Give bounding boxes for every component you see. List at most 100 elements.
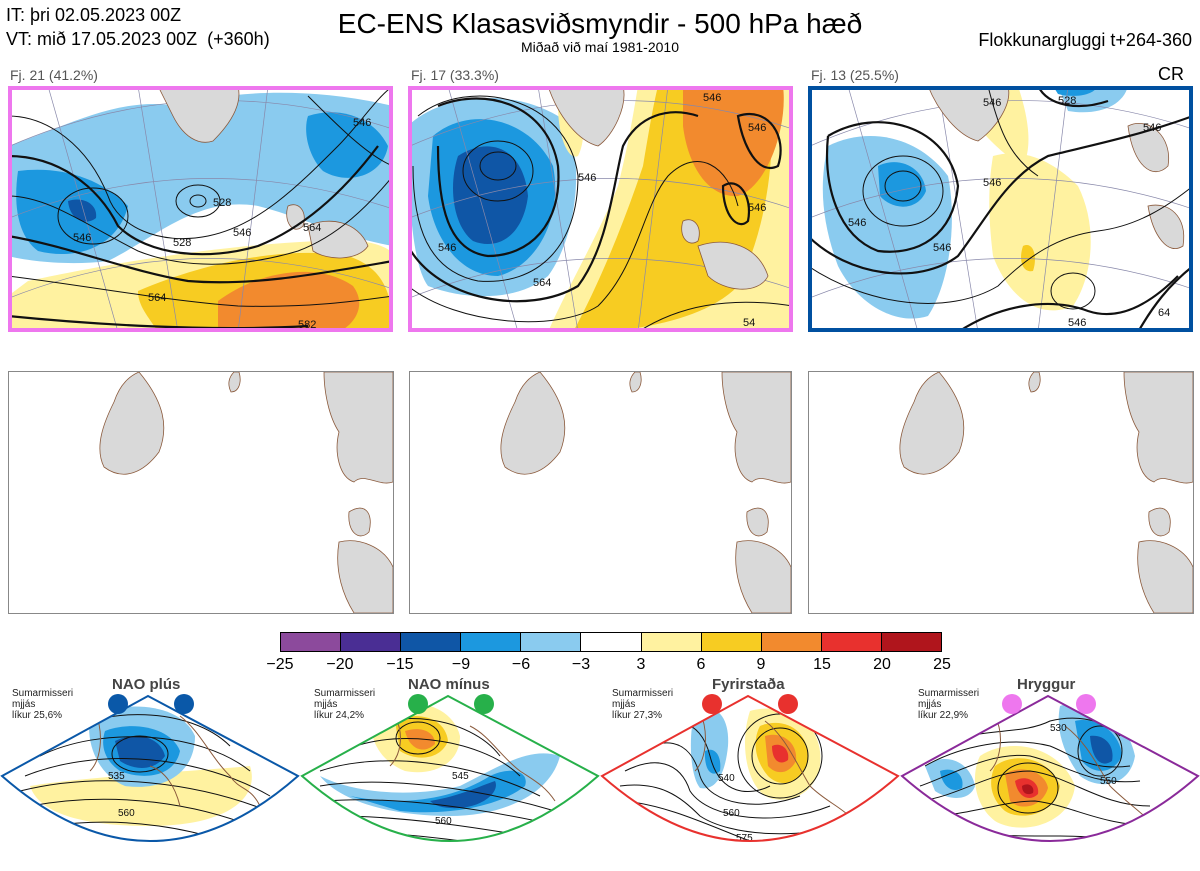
regime-probability: líkur 25,6% — [12, 710, 63, 721]
contour-label: 546 — [933, 242, 951, 254]
cluster-1-label: Fj. 21 (41.2%) — [10, 67, 98, 83]
height-contours — [8, 86, 393, 330]
empty-map-1 — [8, 371, 394, 614]
contour-label: 528 — [173, 237, 191, 249]
contour-label: 546 — [983, 97, 1001, 109]
colorbar-segment — [341, 633, 402, 651]
initial-time: IT: þri 02.05.2023 00Z — [6, 5, 182, 25]
valid-time-value: VT: mið 17.05.2023 00Z — [6, 29, 198, 49]
height-contours — [408, 95, 793, 332]
cluster-3-label: Fj. 13 (25.5%) — [811, 67, 899, 83]
regime-dot — [474, 694, 494, 714]
colorbar-tick: 9 — [756, 656, 766, 673]
regime-contour-label: 575 — [1090, 841, 1107, 852]
valid-time: VT: mið 17.05.2023 00Z (+360h) — [6, 28, 270, 50]
lead-time: (+360h) — [207, 29, 270, 49]
colorbar-tick: −15 — [386, 656, 414, 673]
contour-label: 546 — [748, 122, 766, 134]
cluster-2-label: Fj. 17 (33.3%) — [411, 67, 499, 83]
colorbar-tick: −6 — [511, 656, 531, 673]
classification-window: Flokkunargluggi t+264-360 — [978, 30, 1192, 50]
colorbar-segment — [521, 633, 582, 651]
colorbar-segment — [761, 633, 822, 651]
contour-labels: 528 546 546 564 564 582 546 528 — [73, 117, 371, 331]
regime-dot — [408, 694, 428, 714]
regime-name: Hryggur — [1017, 676, 1076, 693]
contour-label: 546 — [73, 232, 91, 244]
regime-blocking: Sumarmisseri mjjás líkur 27,3% Fyrirstað… — [600, 676, 900, 871]
empty-map-3 — [808, 371, 1194, 614]
regime-dot — [1076, 694, 1096, 714]
regime-contour-label: 540 — [718, 773, 735, 784]
colorbar-tick: −25 — [266, 656, 294, 673]
regime-contour-label: 575 — [448, 848, 465, 859]
colorbar-segment — [581, 633, 642, 651]
contour-label: 546 — [703, 92, 721, 104]
height-contours — [808, 86, 1193, 332]
regime-dot — [1002, 694, 1022, 714]
contour-label: 546 — [438, 242, 456, 254]
contour-label: 546 — [848, 217, 866, 229]
contour-label: 546 — [1068, 317, 1086, 329]
cluster-2-frame — [408, 86, 793, 332]
colorbar-tick: −9 — [451, 656, 471, 673]
regime-name: NAO plús — [112, 676, 181, 693]
cr-label: CR — [1158, 64, 1184, 84]
regime-contour-label: 560 — [118, 808, 135, 819]
colorbar-segment — [821, 633, 882, 651]
contour-label: 528 — [1058, 95, 1076, 107]
regime-season: Sumarmisseri — [918, 688, 980, 699]
regime-contour-label: 550 — [1100, 776, 1117, 787]
anomaly-shading — [8, 92, 393, 332]
colorbar-tick: −20 — [326, 656, 354, 673]
graticule — [408, 86, 793, 332]
regime-contour-label: 545 — [452, 771, 469, 782]
contour-label: 564 — [148, 292, 166, 304]
regime-name: NAO mínus — [408, 676, 490, 693]
regime-season: Sumarmisseri — [612, 688, 674, 699]
regime-contour-label: 535 — [108, 771, 125, 782]
contour-label: 546 — [983, 177, 1001, 189]
contour-labels: 528 546 546 546 546 546 64 546 — [848, 95, 1170, 329]
colorbar-tick: −3 — [571, 656, 591, 673]
regime-mode: mjjás — [918, 699, 942, 710]
regime-contour-label: 560 — [723, 808, 740, 819]
colorbar-tick: 3 — [636, 656, 646, 673]
regime-season: Sumarmisseri — [12, 688, 74, 699]
cluster-3-map: 528 546 546 546 546 546 64 546 — [808, 86, 1193, 332]
regime-border — [300, 694, 600, 842]
cluster-1-map: 528 546 546 564 564 582 546 528 — [8, 86, 393, 332]
regime-dot — [174, 694, 194, 714]
page-title: EC-ENS Klasasviðsmyndir - 500 hPa hæð — [337, 8, 863, 39]
colorbar-tick: 25 — [933, 656, 951, 673]
regime-mode: mjjás — [314, 699, 338, 710]
regime-probability: líkur 22,9% — [918, 710, 969, 721]
regime-dot — [702, 694, 722, 714]
contour-label: 546 — [233, 227, 251, 239]
contour-label: 546 — [353, 117, 371, 129]
colorbar-segment — [881, 633, 942, 651]
regime-dot — [778, 694, 798, 714]
regime-border — [600, 694, 900, 842]
regime-contour-label: 560 — [435, 816, 452, 827]
regime-contour-label: 530 — [1050, 723, 1067, 734]
coastlines — [547, 86, 769, 290]
contour-label: 54 — [743, 317, 755, 329]
regime-border — [0, 694, 300, 842]
colorbar — [280, 632, 942, 652]
cluster-3-frame — [808, 86, 1193, 332]
regime-nao-minus: Sumarmisseri mjjás líkur 24,2% NAO mínus — [300, 676, 600, 871]
colorbar-tick: 20 — [873, 656, 891, 673]
contour-label: 564 — [533, 277, 551, 289]
contour-labels: 546 546 546 564 546 546 54 — [438, 92, 766, 329]
page-subtitle: Miðað við maí 1981-2010 — [521, 39, 679, 55]
regime-contour-label: 575 — [736, 833, 753, 844]
regime-probability: líkur 27,3% — [612, 710, 663, 721]
contour-label: 546 — [748, 202, 766, 214]
colorbar-tick: 15 — [813, 656, 831, 673]
contour-label: 64 — [1158, 307, 1170, 319]
colorbar-tick: 6 — [696, 656, 706, 673]
regime-ridge: Sumarmisseri mjjás líkur 22,9% Hryggur — [900, 676, 1200, 871]
coastlines — [927, 86, 1185, 249]
regime-border — [900, 694, 1200, 842]
